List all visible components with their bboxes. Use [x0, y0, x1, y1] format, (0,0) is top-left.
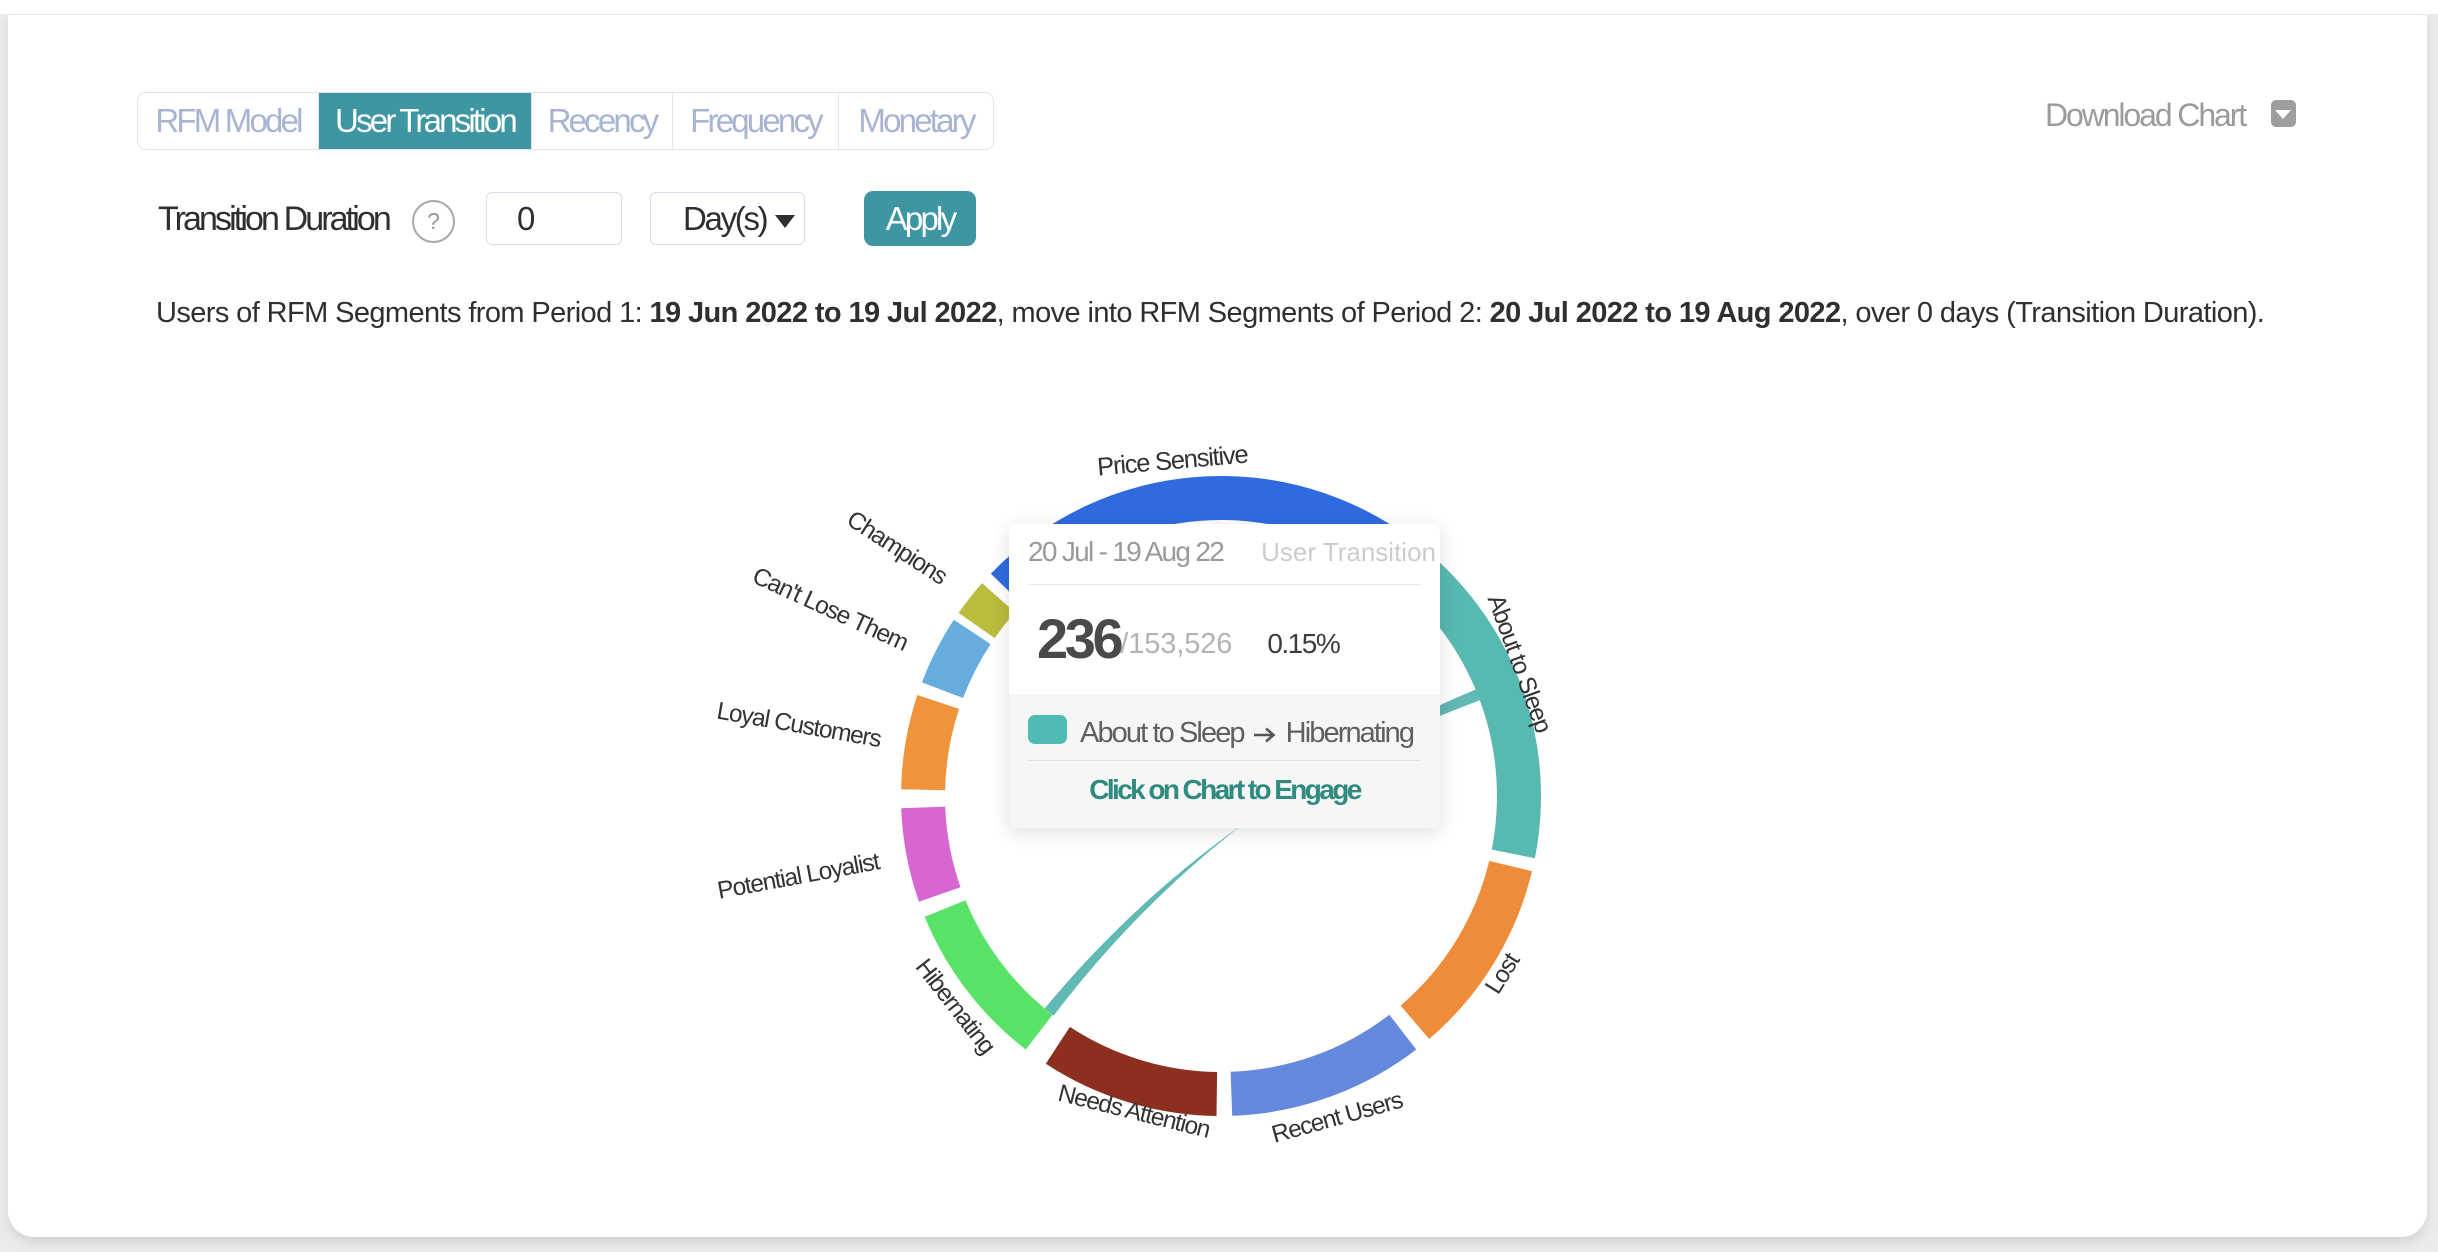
svg-text:Champions: Champions [842, 506, 952, 591]
svg-text:Can't Lose Them: Can't Lose Them [748, 562, 911, 656]
svg-text:Potential Loyalist: Potential Loyalist [715, 848, 882, 905]
svg-text:Price Sensitive: Price Sensitive [1096, 440, 1250, 481]
svg-text:Loyal Customers: Loyal Customers [715, 698, 884, 754]
